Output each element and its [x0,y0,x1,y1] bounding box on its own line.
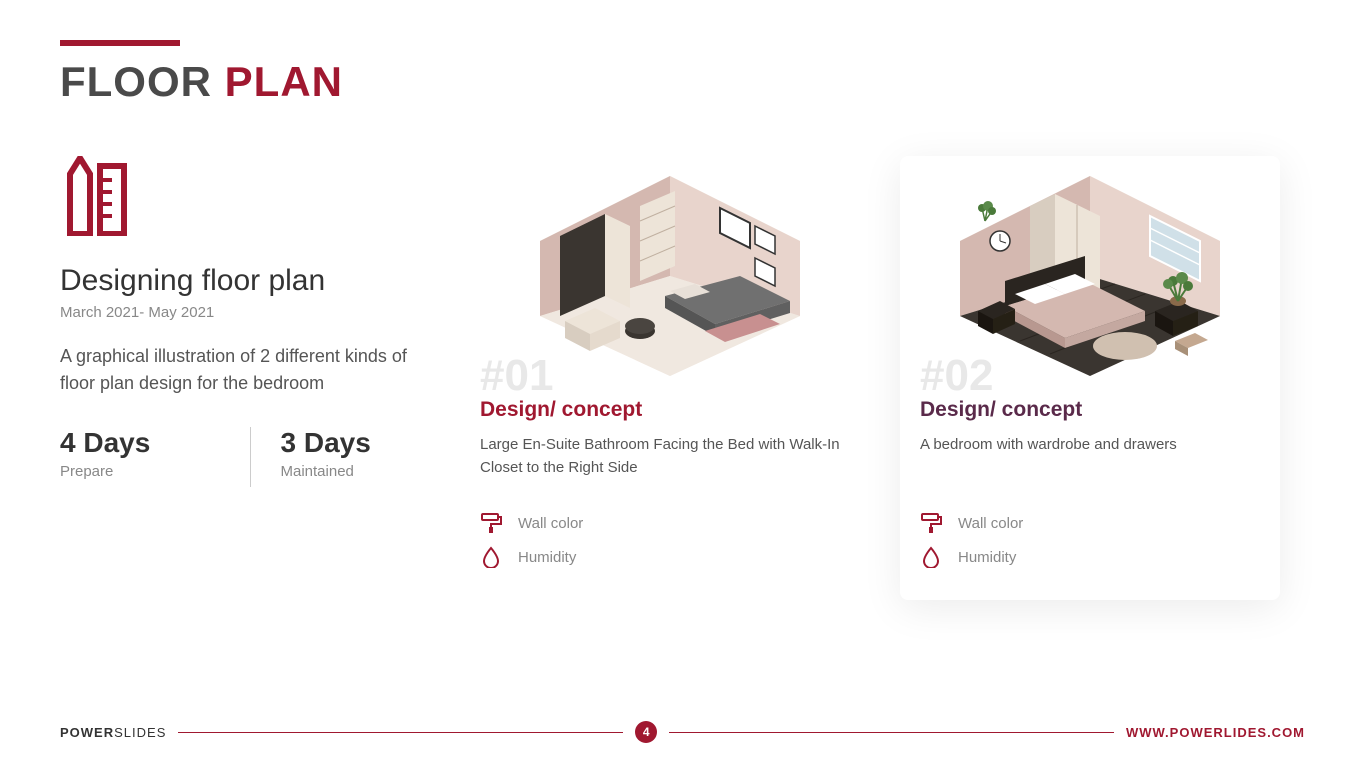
footer-line-left [178,732,623,733]
card-description: A bedroom with wardrobe and drawers [920,434,1260,494]
left-column: Designing floor plan March 2021- May 202… [60,156,440,600]
stat-label: Prepare [60,463,220,480]
attr-wall-color: Wall color [480,512,860,534]
stats-row: 4 Days Prepare 3 Days Maintained [60,427,440,487]
stat-maintained: 3 Days Maintained [281,427,441,480]
footer-line-right [669,732,1114,733]
title-accent-bar [60,40,180,46]
page-number-badge: 4 [635,721,657,743]
brand-bold: POWER [60,725,114,740]
stat-divider [250,427,251,487]
card-content: Design/ concept Large En-Suite Bathroom … [480,398,860,568]
attr-label: Humidity [518,549,576,566]
stat-label: Maintained [281,463,441,480]
attr-label: Wall color [518,515,583,532]
card-title: Design/ concept [920,398,1260,422]
attr-humidity: Humidity [920,546,1260,568]
description-text: A graphical illustration of 2 different … [60,343,440,397]
room-isometric-1 [510,166,830,376]
attr-label: Humidity [958,549,1016,566]
brand-light: SLIDES [114,725,166,740]
attr-label: Wall color [958,515,1023,532]
subtitle: Designing floor plan [60,264,440,298]
footer-brand: POWERSLIDES [60,725,166,740]
footer-url: WWW.POWERLIDES.COM [1126,725,1305,740]
slide-container: FLOOR PLAN Designing floor plan March 20… [0,0,1365,767]
page-title: FLOOR PLAN [60,58,1305,106]
date-range: March 2021- May 2021 [60,304,440,321]
droplet-icon [920,546,942,568]
card-number: #02 [920,351,993,401]
room-isometric-2 [930,166,1250,376]
slide-footer: POWERSLIDES 4 WWW.POWERLIDES.COM [60,721,1305,743]
card-number: #01 [480,351,553,401]
title-part2: PLAN [225,58,343,105]
content-row: Designing floor plan March 2021- May 202… [60,156,1305,600]
design-card-1: #01 Design/ concept Large En-Suite Bathr… [480,156,860,600]
stat-value: 4 Days [60,427,220,459]
stat-prepare: 4 Days Prepare [60,427,220,480]
droplet-icon [480,546,502,568]
title-part1: FLOOR [60,58,225,105]
attr-humidity: Humidity [480,546,860,568]
stat-value: 3 Days [281,427,441,459]
paint-roller-icon [480,512,502,534]
card-content: Design/ concept A bedroom with wardrobe … [920,398,1260,568]
pencil-ruler-icon [60,156,440,236]
design-card-2: #02 Design/ concept A bedroom with wardr… [900,156,1280,600]
card-description: Large En-Suite Bathroom Facing the Bed w… [480,434,860,494]
card-title: Design/ concept [480,398,860,422]
paint-roller-icon [920,512,942,534]
attr-wall-color: Wall color [920,512,1260,534]
